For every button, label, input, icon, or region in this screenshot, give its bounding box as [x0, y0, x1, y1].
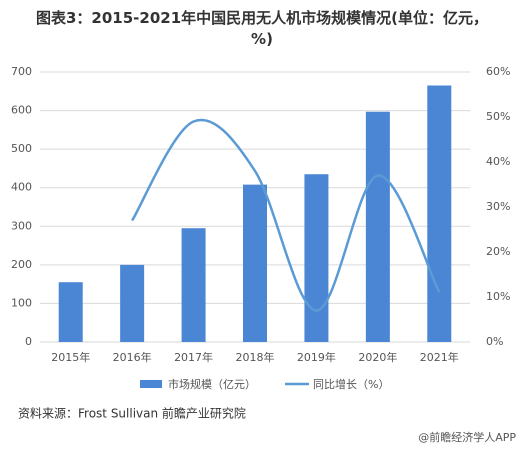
y-tick-label: 600 [11, 104, 32, 117]
source: 资料来源：Frost Sullivan 前瞻产业研究院 [18, 406, 246, 421]
y-tick-label: 200 [11, 258, 32, 271]
chart-title: 图表3：2015-2021年中国民用无人机市场规模情况(单位：亿元，%) [35, 9, 489, 48]
bar [120, 264, 145, 342]
bar [365, 111, 390, 342]
x-tick-label: 2019年 [297, 350, 336, 364]
legend-label: 同比增长（%） [313, 377, 389, 391]
x-tick-label: 2016年 [113, 350, 152, 364]
legend-swatch [140, 380, 162, 388]
bar [243, 184, 267, 342]
bar [304, 174, 329, 342]
bar [427, 85, 452, 342]
x-tick-label: 2015年 [51, 350, 90, 364]
y2-tick-label: 10% [486, 290, 510, 303]
y-tick-label: 0 [25, 335, 32, 348]
x-tick-label: 2017年 [174, 350, 213, 364]
x-tick-label: 2021年 [420, 350, 459, 364]
y-tick-label: 500 [11, 142, 32, 155]
line [131, 118, 441, 312]
y-tick-label: 400 [11, 181, 32, 194]
y2-tick-label: 0% [486, 335, 503, 348]
y2-tick-label: 20% [486, 245, 510, 258]
x-tick-label: 2020年 [358, 350, 397, 364]
y2-tick-label: 60% [486, 65, 510, 78]
bar [58, 282, 83, 342]
bar [181, 228, 206, 342]
y-tick-label: 100 [11, 296, 32, 309]
footer: @前瞻经济学人APP [418, 430, 516, 444]
y-tick-label: 300 [11, 219, 32, 232]
y2-tick-label: 30% [486, 200, 510, 213]
y2-tick-label: 40% [486, 155, 510, 168]
legend-label: 市场规模（亿元） [168, 377, 256, 391]
y-tick-label: 700 [11, 65, 32, 78]
y2-tick-label: 50% [486, 110, 510, 123]
x-tick-label: 2018年 [236, 350, 275, 364]
